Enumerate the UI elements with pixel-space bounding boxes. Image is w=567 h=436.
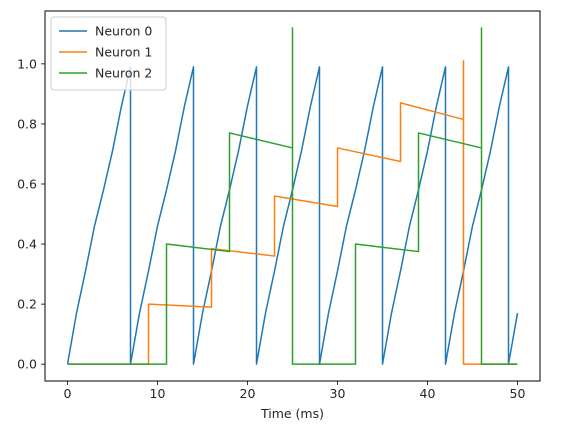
y-tick-label: 0.2: [17, 297, 37, 312]
y-tick-label: 0.4: [17, 237, 37, 252]
plot-frame: [44, 10, 541, 382]
legend: Neuron 0 Neuron 1 Neuron 2: [50, 16, 167, 91]
x-axis-label: Time (ms): [260, 406, 324, 421]
legend-label-neuron-2: Neuron 2: [95, 66, 152, 81]
y-tick-label: 0.8: [17, 116, 37, 131]
x-tick-label: 20: [240, 386, 256, 401]
legend-box: [50, 16, 167, 91]
x-tick-label: 40: [420, 386, 436, 401]
x-tick-label: 30: [330, 386, 346, 401]
y-tick-label: 0.0: [17, 357, 37, 372]
ticks-layer: 0 10 20 30 40 50 0.0 0.2 0.4 0.6 0.8 1.0: [17, 56, 525, 401]
legend-label-neuron-1: Neuron 1: [95, 45, 152, 60]
series-layer: [66, 27, 519, 365]
x-tick-label: 10: [150, 386, 166, 401]
legend-label-neuron-0: Neuron 0: [95, 24, 152, 39]
series-line-neuron-2: [67, 27, 518, 365]
x-tick-label: 50: [510, 386, 526, 401]
y-tick-label: 1.0: [17, 56, 37, 71]
y-tick-label: 0.6: [17, 176, 37, 191]
series-line-neuron-0: [66, 66, 519, 365]
x-tick-label: 0: [64, 386, 72, 401]
series-line-neuron-1: [67, 60, 518, 365]
